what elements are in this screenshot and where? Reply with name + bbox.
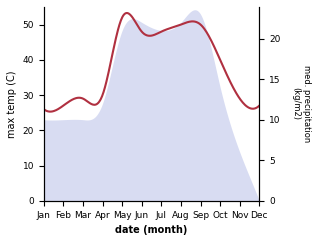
Y-axis label: max temp (C): max temp (C)	[7, 70, 17, 138]
X-axis label: date (month): date (month)	[115, 225, 188, 235]
Y-axis label: med. precipitation
(kg/m2): med. precipitation (kg/m2)	[292, 65, 311, 143]
